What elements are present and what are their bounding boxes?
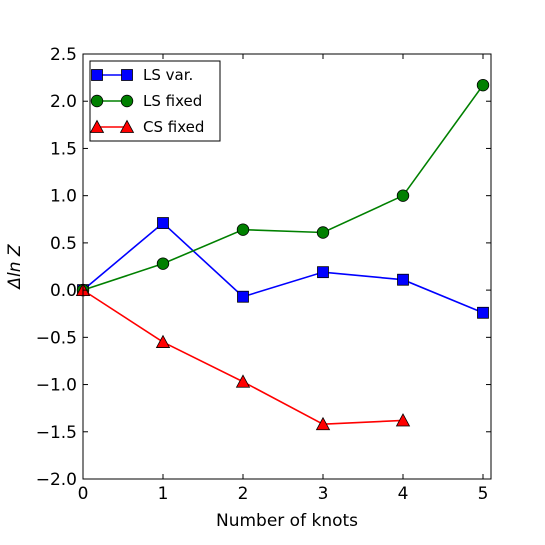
data-point bbox=[395, 413, 411, 427]
legend-label: LS var. bbox=[143, 66, 193, 84]
y-tick-label: −2.0 bbox=[36, 470, 77, 490]
legend-label: LS fixed bbox=[143, 92, 202, 110]
y-axis-label: Δln Z bbox=[5, 244, 25, 291]
series-cs-fixed bbox=[75, 282, 411, 431]
y-tick-label: 0.0 bbox=[50, 281, 77, 301]
y-tick-label: 1.0 bbox=[50, 187, 77, 207]
y-tick-label: 1.5 bbox=[50, 139, 77, 159]
legend-entry: LS var. bbox=[91, 66, 193, 84]
data-point bbox=[316, 226, 330, 239]
x-tick-label: 3 bbox=[318, 484, 329, 504]
legend-entry: CS fixed bbox=[89, 118, 204, 136]
data-point bbox=[396, 189, 410, 202]
y-tick-label: 2.5 bbox=[50, 45, 77, 65]
legend-entry: LS fixed bbox=[90, 92, 202, 110]
data-point bbox=[156, 257, 170, 270]
data-point bbox=[157, 217, 169, 229]
y-tick-label: 0.5 bbox=[50, 234, 77, 254]
data-point bbox=[477, 306, 489, 319]
data-point bbox=[155, 334, 171, 348]
x-tick-label: 4 bbox=[398, 484, 409, 504]
x-tick-label: 0 bbox=[78, 484, 89, 504]
legend-marker bbox=[90, 94, 104, 108]
legend: LS var. LS fixed CS fixed bbox=[89, 60, 221, 142]
y-tick-label: 2.0 bbox=[50, 92, 77, 112]
series-line bbox=[82, 84, 484, 291]
data-point bbox=[476, 78, 490, 92]
series-line bbox=[82, 221, 484, 314]
data-point bbox=[317, 266, 329, 279]
legend-label: CS fixed bbox=[143, 118, 204, 136]
x-axis-label: Number of knots bbox=[216, 511, 358, 531]
axes-frame bbox=[82, 53, 492, 480]
data-point bbox=[315, 416, 331, 431]
legend-marker bbox=[91, 69, 103, 81]
data-point bbox=[236, 223, 250, 236]
legend-marker bbox=[120, 94, 134, 108]
data-point bbox=[237, 290, 249, 303]
axes-layer: 0 1 2 3 4 5 2.5 2.0 1.5 1.0 0.5 0.0 −0.5 −1.0 −1.5 −2.0 bbox=[36, 45, 492, 504]
y-tick-label: −0.5 bbox=[36, 328, 77, 348]
legend-marker bbox=[121, 69, 133, 81]
y-tick-label: −1.0 bbox=[36, 376, 77, 396]
data-point bbox=[397, 273, 409, 286]
series-layer bbox=[75, 78, 490, 431]
legend-marker bbox=[89, 119, 105, 133]
x-tick-label: 5 bbox=[478, 484, 489, 504]
x-tick-label: 1 bbox=[158, 484, 169, 504]
data-point bbox=[235, 374, 251, 388]
y-tick-label: −1.5 bbox=[36, 423, 77, 443]
legend-marker bbox=[119, 119, 135, 133]
x-tick-label: 2 bbox=[238, 484, 249, 504]
